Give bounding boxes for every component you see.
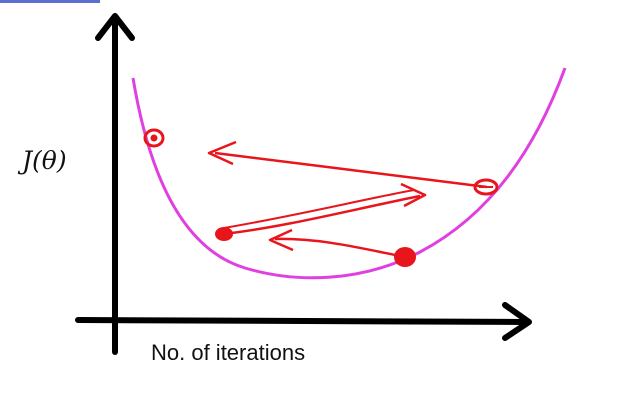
y-axis-arrowhead: [95, 13, 135, 41]
arrow-step-2-back: [223, 189, 415, 229]
top-edge-strip: [0, 0, 100, 3]
marker-point-3: [215, 227, 233, 241]
arrow-step-1-head: [207, 140, 237, 166]
arrow-step-3: [274, 237, 406, 259]
arrow-step-2: [223, 194, 421, 236]
x-axis-line: [75, 317, 528, 325]
arrow-step-2-head: [400, 182, 427, 208]
x-axis-arrowhead: [502, 302, 532, 341]
cost-curve: [131, 67, 567, 280]
marker-point-2: [473, 178, 499, 196]
marker-point-1: [143, 128, 165, 148]
iterate-markers: [143, 128, 499, 267]
x-axis-label: No. of iterations: [151, 340, 306, 365]
marker-point-4: [394, 247, 416, 267]
y-axis-label: J(θ): [22, 146, 67, 175]
marker-point-1-core: [150, 134, 158, 142]
arrow-step-3-head: [268, 228, 294, 252]
update-arrows: [207, 140, 488, 259]
arrow-step-1: [214, 151, 488, 189]
